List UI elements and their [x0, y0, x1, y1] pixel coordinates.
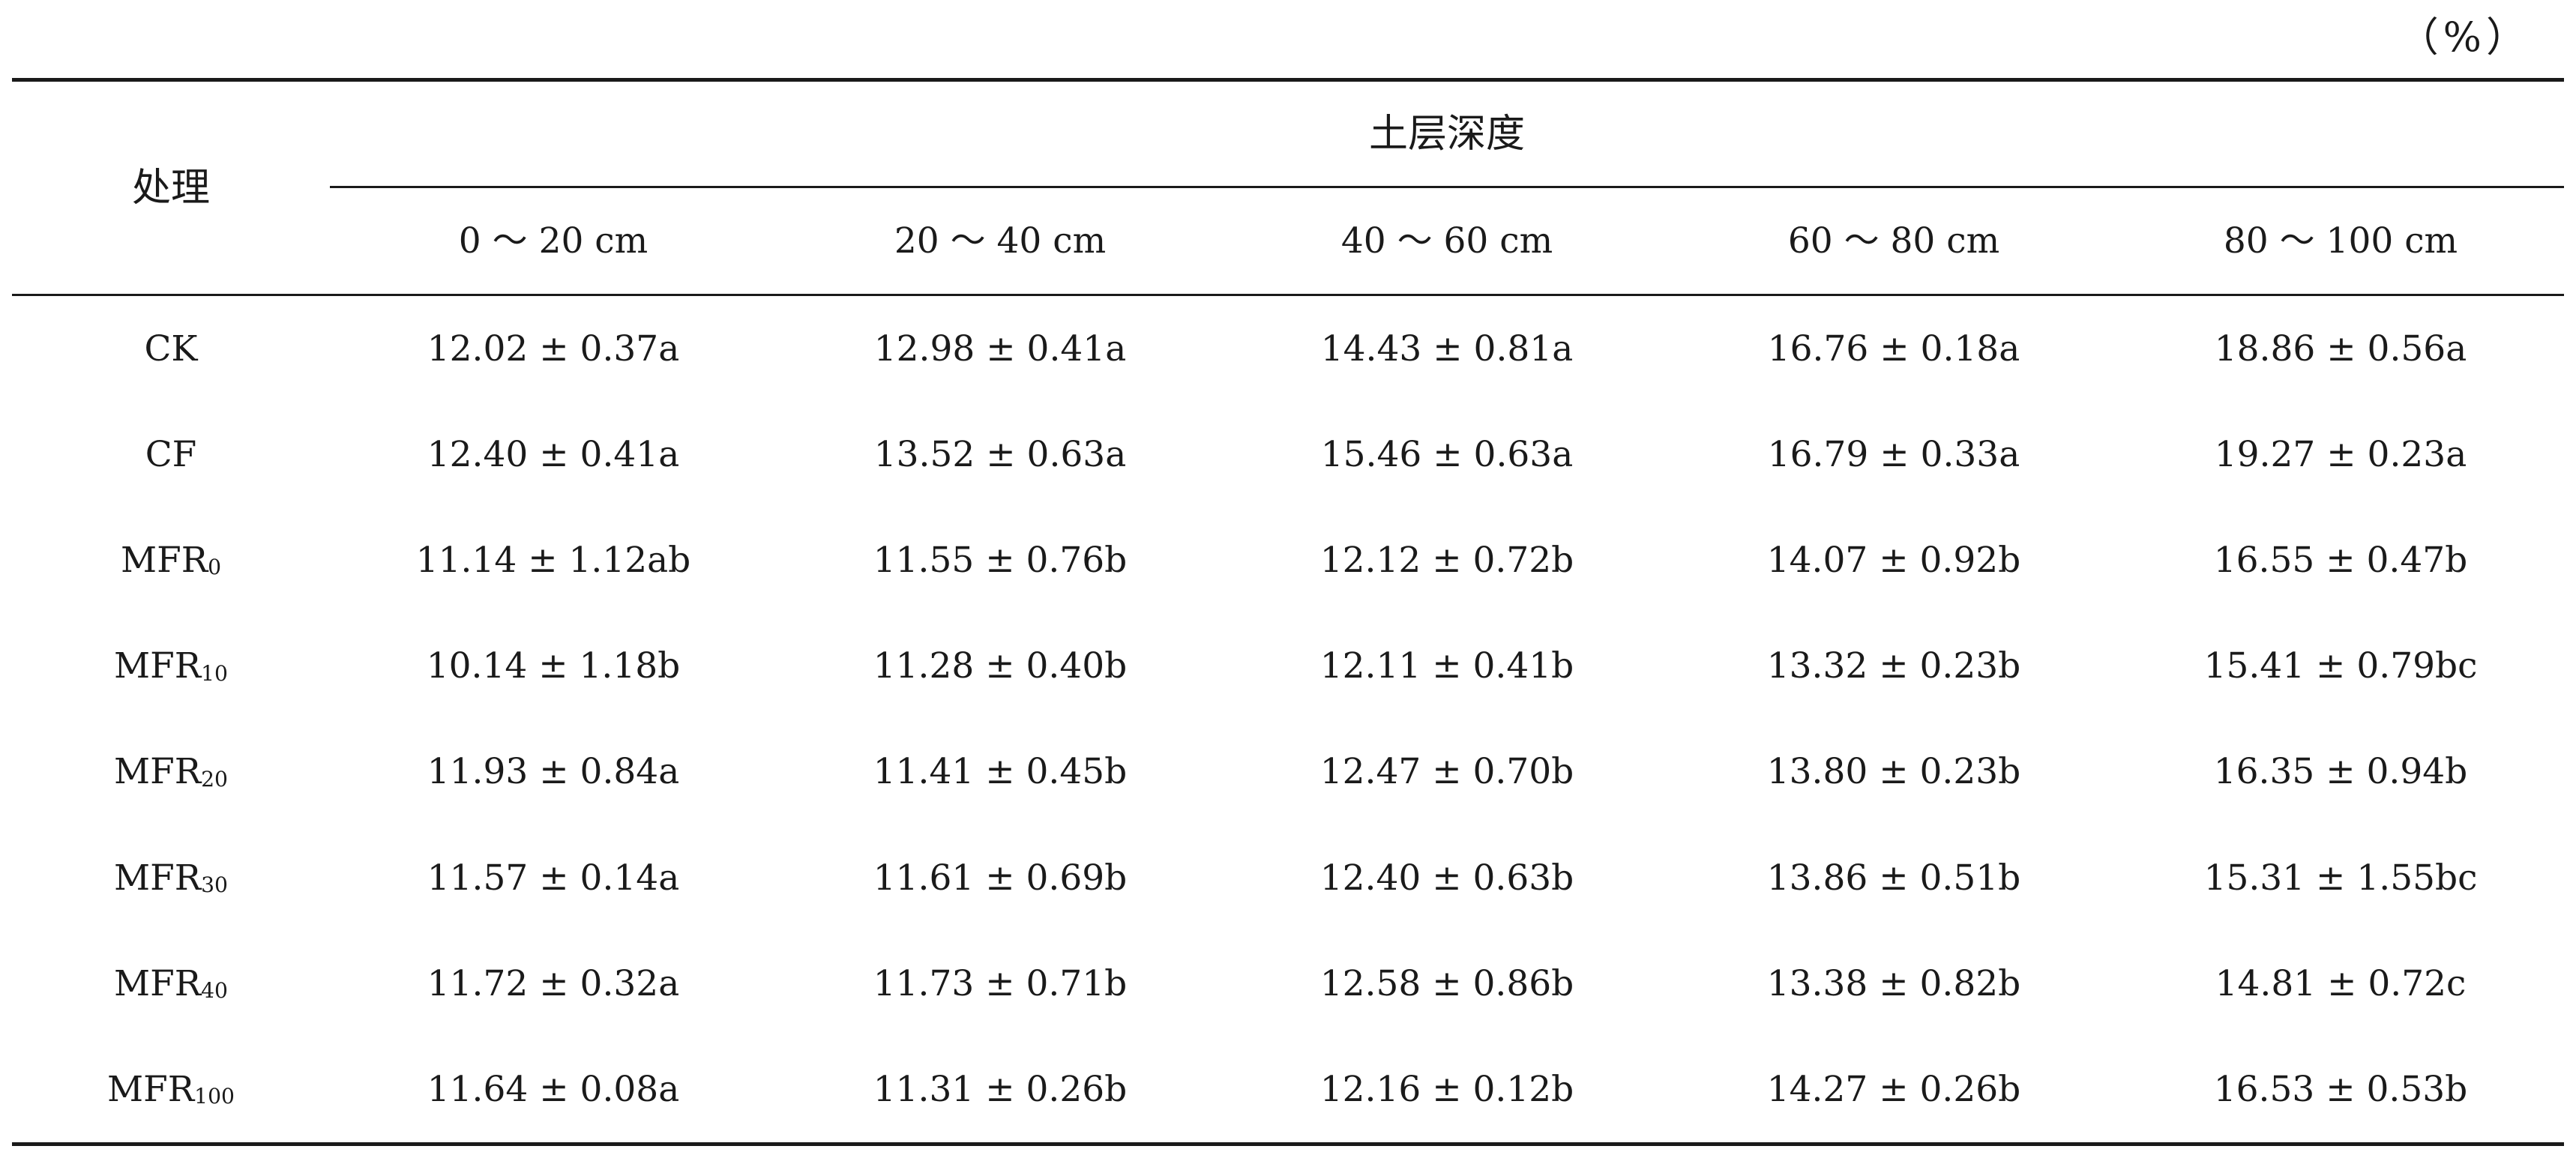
- table-cell: 11.64 ± 0.08a: [427, 1068, 680, 1110]
- column-header-depth-4: 60 ～ 80 cm: [1787, 220, 2000, 262]
- table-cell: 12.98 ± 0.41a: [873, 328, 1127, 370]
- table-cell: 11.31 ± 0.26b: [873, 1068, 1128, 1110]
- treatment-name: MFR: [120, 540, 208, 582]
- header-bottom-rule: [12, 294, 2564, 296]
- table-cell: 16.53 ± 0.53b: [2213, 1068, 2468, 1110]
- header-soil-depth: 土层深度: [1368, 111, 1525, 157]
- table-cell: 14.43 ± 0.81a: [1320, 328, 1574, 370]
- row-treatment-label: CF: [12, 402, 330, 507]
- table-cell: 18.86 ± 0.56a: [2214, 328, 2467, 370]
- header-treatment: 处理: [131, 165, 210, 211]
- table-cell: 16.55 ± 0.47b: [2213, 540, 2468, 582]
- treatment-subscript: 20: [201, 766, 228, 791]
- table-cell: 12.40 ± 0.63b: [1319, 857, 1574, 899]
- table-top-rule: [12, 78, 2564, 82]
- table-cell: 13.52 ± 0.63a: [873, 434, 1127, 476]
- row-treatment-label: MFR 30: [12, 825, 330, 931]
- table-cell: 11.61 ± 0.69b: [873, 857, 1128, 899]
- table-cell: 11.72 ± 0.32a: [427, 962, 680, 1004]
- table-bottom-rule: [12, 1142, 2564, 1146]
- unit-label: （%）: [2398, 13, 2531, 61]
- table-cell: 16.79 ± 0.33a: [1767, 434, 2020, 476]
- table-cell: 11.41 ± 0.45b: [873, 751, 1128, 793]
- table-cell: 13.32 ± 0.23b: [1766, 645, 2021, 687]
- column-header-depth-2: 20 ～ 40 cm: [894, 220, 1107, 262]
- table-cell: 15.46 ± 0.63a: [1320, 434, 1574, 476]
- treatment-subscript: 100: [194, 1083, 235, 1109]
- table-cell: 12.12 ± 0.72b: [1319, 540, 1574, 582]
- treatment-name: CK: [144, 328, 198, 370]
- table-cell: 12.47 ± 0.70b: [1319, 751, 1574, 793]
- table-cell: 10.14 ± 1.18b: [426, 645, 681, 687]
- table-cell: 11.14 ± 1.12ab: [415, 540, 691, 582]
- treatment-name: MFR: [114, 751, 202, 793]
- header-sub-rule: [330, 186, 2564, 188]
- table-cell: 13.38 ± 0.82b: [1766, 962, 2021, 1004]
- treatment-name: MFR: [107, 1068, 195, 1110]
- treatment-name: CF: [145, 434, 197, 476]
- row-treatment-label: MFR 0: [12, 507, 330, 613]
- table-cell: 19.27 ± 0.23a: [2214, 434, 2467, 476]
- table-cell: 12.11 ± 0.41b: [1319, 645, 1574, 687]
- treatment-name: MFR: [114, 645, 202, 687]
- treatment-name: MFR: [114, 857, 202, 899]
- treatment-subscript: 30: [201, 872, 228, 897]
- row-treatment-label: MFR 100: [12, 1037, 330, 1142]
- treatment-subscript: 0: [208, 555, 222, 580]
- table-cell: 11.93 ± 0.84a: [427, 751, 680, 793]
- row-treatment-label: CK: [12, 296, 330, 402]
- table-cell: 11.55 ± 0.76b: [873, 540, 1128, 582]
- table-cell: 12.16 ± 0.12b: [1319, 1068, 1574, 1110]
- table-cell: 12.02 ± 0.37a: [427, 328, 680, 370]
- table-cell: 15.31 ± 1.55bc: [2203, 857, 2478, 899]
- row-treatment-label: MFR 10: [12, 613, 330, 719]
- table-cell: 11.73 ± 0.71b: [873, 962, 1128, 1004]
- table-cell: 16.35 ± 0.94b: [2213, 751, 2468, 793]
- treatment-subscript: 10: [201, 660, 228, 686]
- table-cell: 12.58 ± 0.86b: [1319, 962, 1574, 1004]
- table-cell: 13.86 ± 0.51b: [1766, 857, 2021, 899]
- table-cell: 14.81 ± 0.72c: [2215, 962, 2467, 1004]
- treatment-subscript: 40: [201, 977, 228, 1003]
- table-cell: 16.76 ± 0.18a: [1767, 328, 2020, 370]
- column-header-depth-1: 0 ～ 20 cm: [458, 220, 648, 262]
- column-header-depth-5: 80 ～ 100 cm: [2223, 220, 2458, 262]
- table-cell: 15.41 ± 0.79bc: [2203, 645, 2478, 687]
- row-treatment-label: MFR 40: [12, 931, 330, 1037]
- column-header-depth-3: 40 ～ 60 cm: [1340, 220, 1553, 262]
- table-cell: 14.07 ± 0.92b: [1766, 540, 2021, 582]
- row-treatment-label: MFR 20: [12, 719, 330, 824]
- table-cell: 14.27 ± 0.26b: [1766, 1068, 2021, 1110]
- table-cell: 12.40 ± 0.41a: [427, 434, 680, 476]
- table-cell: 11.57 ± 0.14a: [427, 857, 680, 899]
- treatment-name: MFR: [114, 962, 202, 1004]
- table-cell: 13.80 ± 0.23b: [1766, 751, 2021, 793]
- table-cell: 11.28 ± 0.40b: [873, 645, 1128, 687]
